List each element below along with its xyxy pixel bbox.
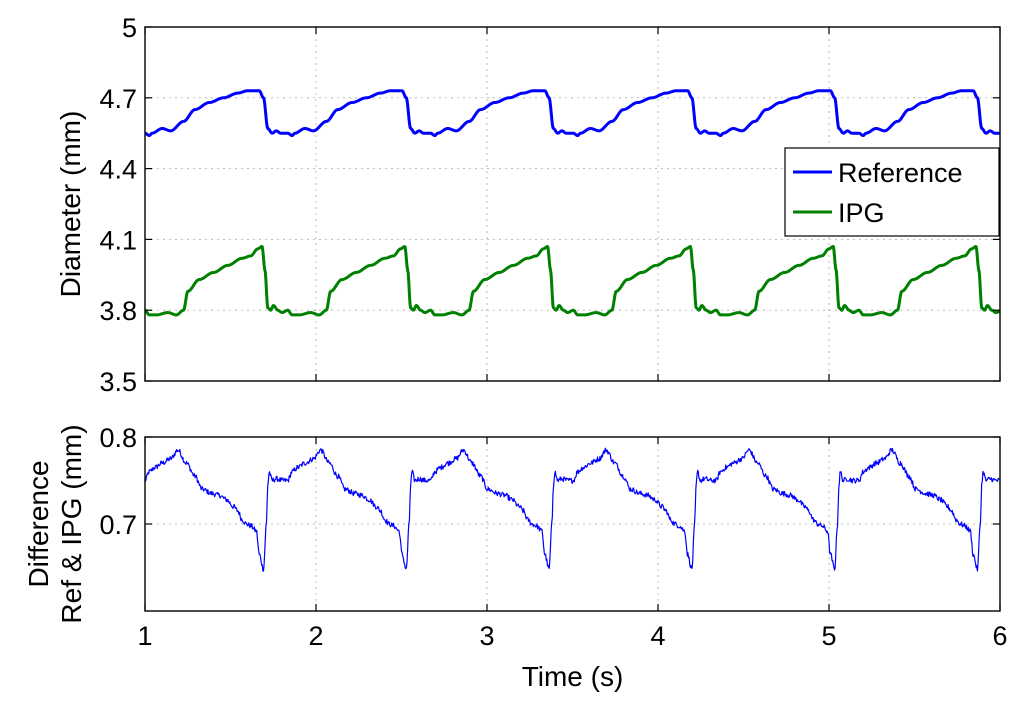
x-tick-label: 6 [992, 621, 1007, 651]
bottom-panel: 1 2 3 4 5 6 0.7 0.8 Difference Ref & IPG (mm) Time… [23, 423, 1008, 692]
legend-label-reference: Reference [838, 158, 963, 188]
series-line-ipg [144, 244, 1001, 317]
y-tick-label: 3.8 [99, 296, 137, 326]
y-tick-label: 0.7 [99, 510, 137, 540]
x-tick-label: 4 [650, 621, 665, 651]
y-tick-label: 3.5 [99, 367, 137, 397]
x-tick-label: 2 [308, 621, 323, 651]
legend-box [784, 147, 1000, 237]
plot-frame [144, 26, 1001, 382]
y-axis-label: Diameter (mm) [55, 111, 86, 298]
top-panel: 3.5 3.8 4.1 4.4 4.7 5 Diameter (mm) Reference IP… [55, 13, 1001, 397]
y-tick-label: 0.8 [99, 423, 137, 453]
x-axis-label: Time (s) [522, 661, 624, 692]
y-tick-label: 4.7 [99, 84, 137, 114]
y-tick-label: 4.4 [99, 155, 137, 185]
legend: Reference IPG [784, 147, 1000, 237]
x-tick-label: 1 [137, 621, 152, 651]
y-axis-label: Ref & IPG (mm) [56, 424, 87, 623]
legend-label-ipg: IPG [838, 198, 885, 228]
x-tick-label: 3 [479, 621, 494, 651]
series-line-difference [144, 447, 1001, 572]
y-tick-label: 4.1 [99, 225, 137, 255]
x-tick-label: 5 [821, 621, 836, 651]
y-tick-label: 5 [122, 13, 137, 43]
y-axis-label: Difference [23, 460, 54, 587]
series-line-reference [144, 89, 1001, 138]
